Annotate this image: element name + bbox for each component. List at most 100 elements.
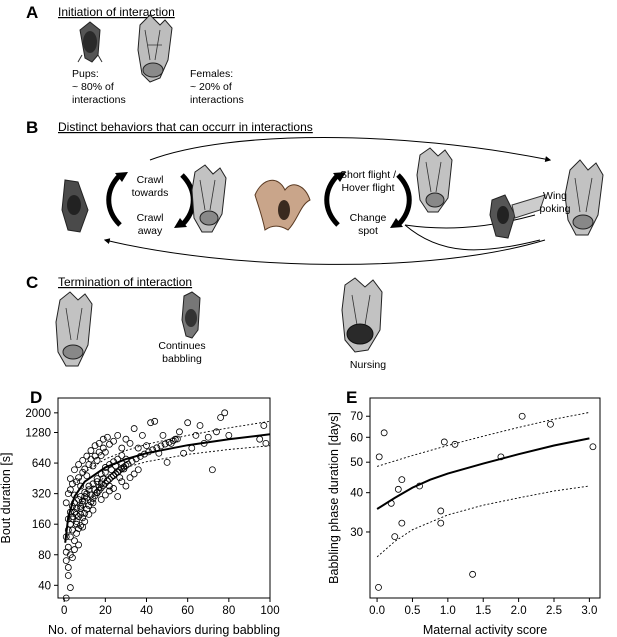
data-point	[93, 475, 101, 483]
bat-pup-illustration-c	[181, 291, 201, 339]
data-point	[256, 435, 264, 443]
data-point	[394, 485, 402, 493]
x-tick-label: 0	[61, 605, 67, 617]
data-point	[62, 557, 70, 565]
data-point	[398, 519, 406, 527]
data-point	[149, 446, 157, 454]
data-point	[97, 452, 105, 459]
panel-letter-b: B	[26, 118, 38, 137]
lower-arc-line	[404, 214, 536, 229]
data-point	[469, 570, 477, 578]
crawl-away-line2: away	[138, 225, 163, 237]
data-point	[151, 417, 159, 425]
data-point	[62, 499, 70, 507]
x-axis-title: No. of maternal behaviors during babblin…	[48, 623, 280, 637]
x-tick-label: 80	[222, 605, 235, 617]
data-point	[122, 435, 130, 443]
data-point	[416, 482, 423, 490]
data-point	[75, 461, 82, 468]
chart-e: 0.0 0.5 1.0 1.5 2.0 2.5 3.0 30 40 50 60 70 Maternal …	[327, 397, 601, 637]
flying-bat-illustration	[254, 180, 311, 231]
data-point	[157, 442, 165, 450]
data-point	[141, 450, 148, 458]
wing-poking-pup-illustration	[489, 194, 546, 239]
data-point	[138, 431, 146, 439]
data-point	[71, 491, 78, 499]
data-point	[66, 533, 74, 541]
data-point	[110, 437, 117, 445]
data-point	[64, 526, 72, 534]
data-point	[66, 584, 74, 591]
data-point	[101, 448, 109, 456]
females-label: Females:	[190, 68, 233, 80]
data-point	[173, 435, 181, 443]
data-point	[69, 554, 76, 562]
data-point	[81, 509, 89, 517]
cycle-arc-left	[106, 173, 122, 227]
data-point	[103, 477, 111, 485]
data-point	[87, 455, 95, 463]
y-tick-label: 70	[350, 411, 363, 423]
crawl-away-line1: Crawl	[137, 212, 164, 224]
pups-value2: interactions	[72, 94, 126, 106]
lower-arc-line-2	[404, 224, 541, 251]
fit-line	[64, 433, 271, 543]
panel-letter-e: E	[346, 388, 357, 407]
data-point	[75, 541, 82, 549]
panel-c-heading: Termination of interaction	[58, 275, 192, 289]
data-point	[153, 444, 161, 452]
data-point	[171, 435, 179, 443]
data-point	[75, 513, 82, 521]
data-point	[126, 474, 134, 482]
data-point	[79, 497, 87, 505]
data-point	[134, 444, 142, 452]
x-tick-label: 3.0	[581, 605, 597, 617]
data-point	[112, 470, 120, 477]
data-point	[79, 468, 87, 476]
data-point	[73, 529, 80, 537]
data-point	[159, 431, 167, 439]
data-point	[188, 444, 196, 452]
ci-lower-line	[376, 485, 590, 558]
data-point	[75, 474, 82, 482]
nursing-label: Nursing	[350, 359, 386, 371]
y-tick-label: 80	[38, 550, 51, 562]
data-point	[180, 449, 187, 457]
data-point	[136, 452, 144, 460]
data-point	[116, 474, 124, 482]
bat-female-illustration-b1	[191, 164, 227, 233]
data-point	[103, 433, 111, 441]
cycle-arc-right	[180, 173, 196, 227]
data-point	[73, 478, 80, 486]
cycle-arrowhead-left	[115, 172, 128, 182]
data-point	[130, 470, 138, 478]
x-tick-label: 1.0	[440, 605, 456, 617]
pups-label: Pups:	[72, 68, 99, 80]
data-point	[66, 508, 74, 516]
data-point	[97, 470, 105, 478]
data-point	[143, 442, 150, 450]
x-tick-label: 1.5	[475, 605, 491, 617]
data-point	[87, 447, 95, 454]
data-point	[375, 583, 382, 591]
panel-letter-a: A	[26, 3, 38, 22]
data-point	[81, 518, 89, 525]
data-point	[89, 480, 97, 488]
data-point	[114, 493, 122, 500]
data-point	[71, 537, 78, 545]
y-tick-label: 320	[32, 489, 51, 501]
data-point	[547, 420, 554, 428]
data-point	[66, 475, 74, 483]
data-point	[110, 471, 117, 479]
data-point	[114, 431, 122, 439]
nursing-illustration	[341, 277, 383, 353]
y-tick-label: 50	[350, 457, 363, 469]
plot-frame	[57, 397, 271, 599]
data-point	[83, 490, 91, 498]
data-point	[71, 466, 78, 474]
data-point	[69, 526, 76, 534]
panel-letter-c: C	[26, 273, 38, 292]
data-point	[97, 484, 105, 492]
data-point	[391, 533, 399, 541]
data-point	[213, 428, 220, 436]
